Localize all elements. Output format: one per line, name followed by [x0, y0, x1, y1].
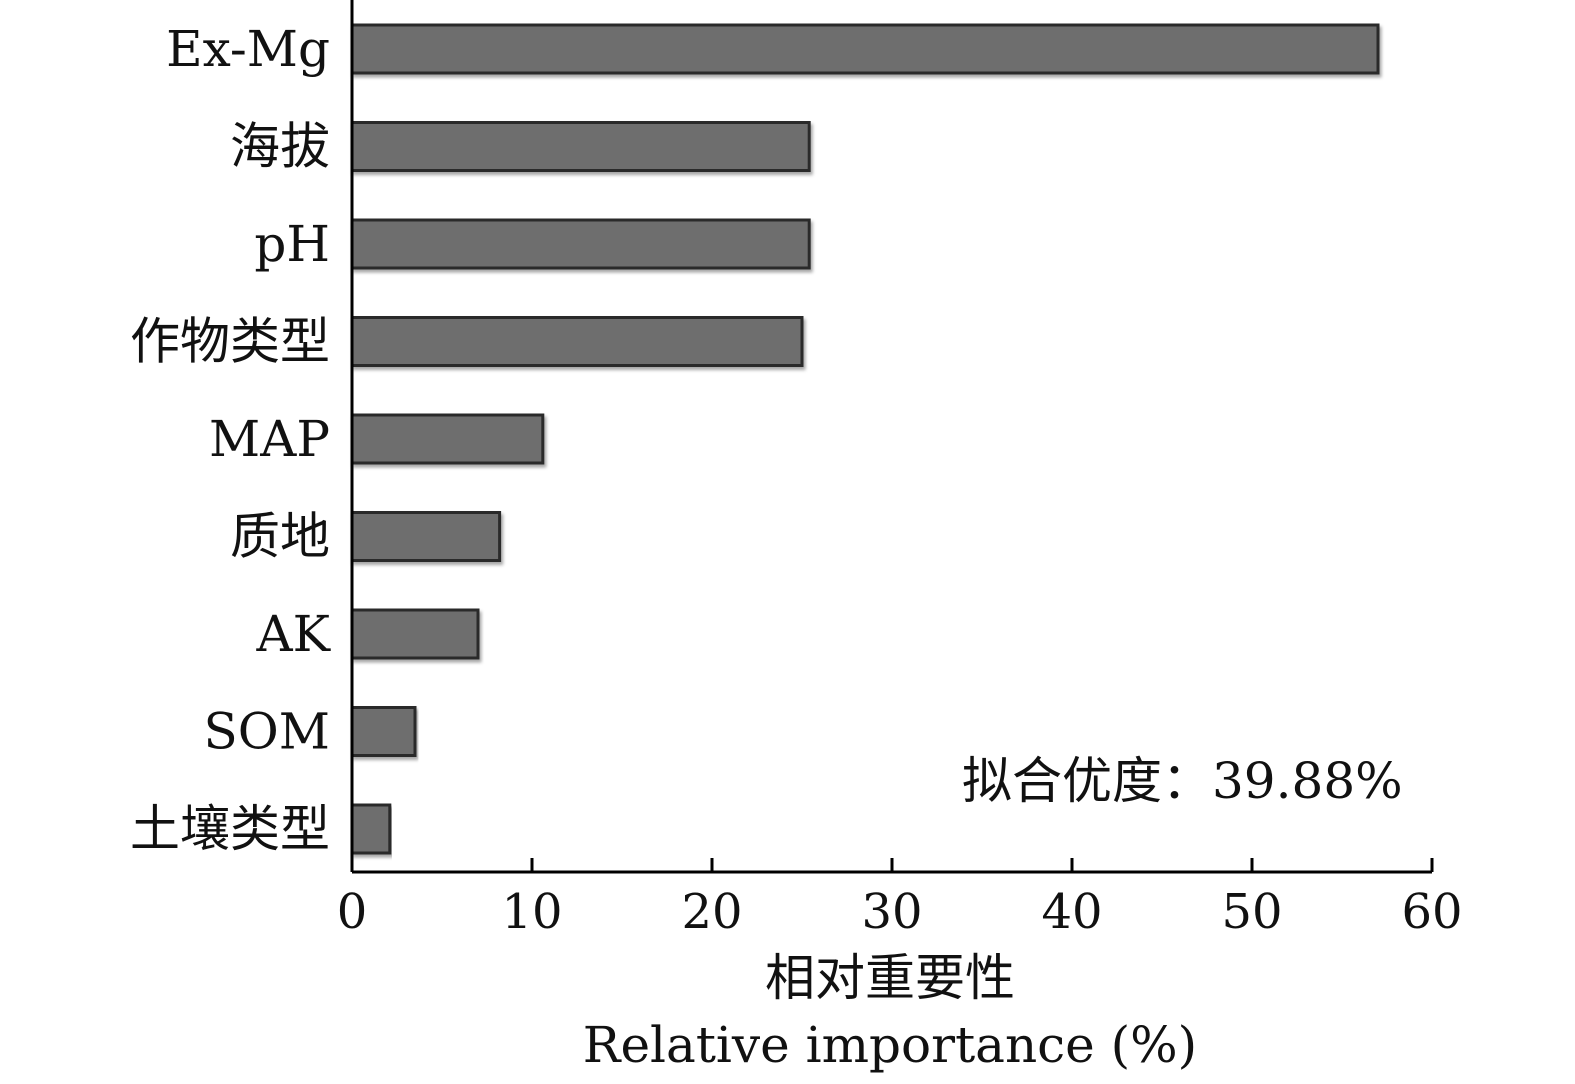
bar-0	[350, 23, 1380, 75]
x-ticks-group	[350, 858, 1434, 872]
x-tick-label-3: 30	[861, 884, 922, 940]
bar-3	[350, 316, 804, 367]
x-tick-label-4: 40	[1041, 884, 1102, 940]
bar-5	[350, 511, 502, 562]
goodness-of-fit-annotation: 拟合优度：39.88%	[962, 752, 1403, 810]
category-label-2: pH	[254, 215, 330, 273]
category-label-0: Ex-Mg	[166, 20, 330, 78]
category-label-3: 作物类型	[130, 313, 330, 371]
category-label-1: 海拔	[230, 118, 330, 176]
category-label-8: 土壤类型	[130, 800, 330, 858]
bars-group	[350, 23, 1380, 855]
x-tick-labels-group: 0 10 20 30 40 50 60	[337, 884, 1463, 940]
bar-7	[350, 706, 417, 757]
bar-1	[350, 121, 811, 172]
x-tick-label-5: 50	[1221, 884, 1282, 940]
x-tick-label-1: 10	[501, 884, 562, 940]
x-tick-label-6: 60	[1401, 884, 1462, 940]
category-label-4: MAP	[209, 410, 330, 468]
category-label-6: AK	[256, 605, 332, 663]
x-tick-label-2: 20	[681, 884, 742, 940]
x-tick-label-0: 0	[337, 884, 368, 940]
x-axis-label-en: Relative importance (%)	[583, 1016, 1197, 1074]
x-axis-label-cn: 相对重要性	[765, 949, 1015, 1007]
category-label-5: 质地	[230, 508, 330, 566]
bar-8	[350, 803, 392, 855]
bar-4	[350, 413, 545, 465]
bar-6	[350, 608, 480, 660]
bar-2	[350, 218, 811, 270]
category-labels-group: Ex-Mg 海拔 pH 作物类型 MAP 质地 AK SOM 土壤类型	[130, 20, 332, 858]
category-label-7: SOM	[204, 703, 330, 761]
